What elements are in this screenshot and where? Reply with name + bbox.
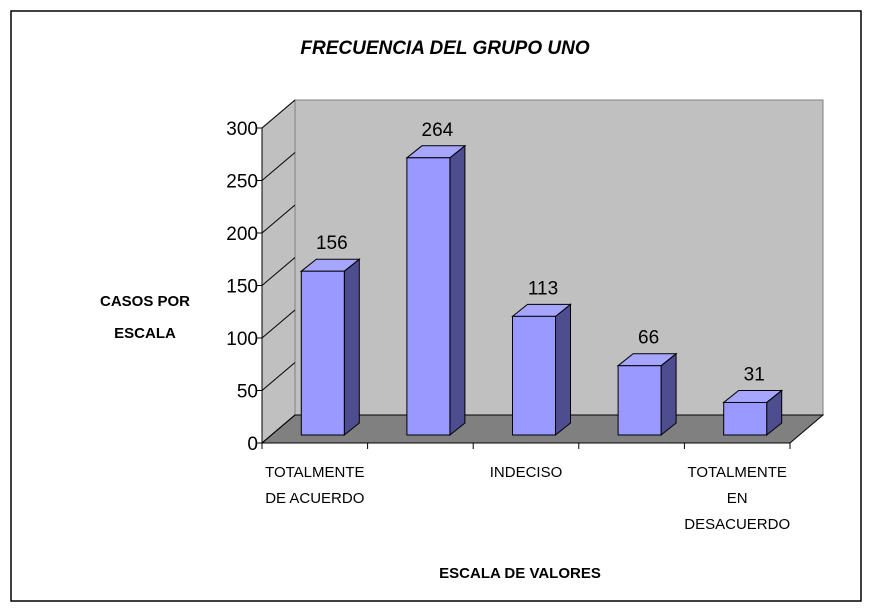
bar (405, 144, 467, 437)
value-label: 113 (528, 278, 558, 299)
bar (616, 352, 678, 437)
bar (722, 389, 784, 437)
bar-side (449, 144, 466, 437)
y-tick-depth (261, 257, 296, 286)
x-tick-label: INDECISO (490, 464, 563, 481)
y-tick-depth (261, 309, 296, 339)
bar (299, 258, 361, 437)
value-label: 66 (638, 328, 659, 349)
bar-side (660, 352, 677, 437)
y-tick-label: 200 (226, 224, 258, 245)
y-tick-depth (261, 99, 296, 129)
y-tick-depth (261, 152, 296, 181)
value-label: 31 (744, 364, 765, 385)
x-axis-title: ESCALA DE VALORES (439, 565, 601, 582)
y-tick-depth (261, 204, 296, 234)
bar-front (723, 401, 768, 436)
y-tick-label: 150 (226, 277, 258, 298)
value-label: 156 (316, 233, 348, 254)
bar-front (617, 365, 662, 436)
y-tick-label: 250 (226, 172, 258, 193)
bar-side (343, 258, 360, 437)
value-label: 264 (422, 120, 454, 141)
y-axis-title: CASOS POR ESCALA (100, 293, 190, 342)
y-tick-label: 50 (237, 382, 258, 403)
y-tick-label: 0 (247, 434, 258, 455)
bar-side (555, 303, 571, 437)
y-tick-label: 100 (226, 329, 258, 350)
bar (511, 303, 572, 437)
bar-front (300, 270, 345, 436)
x-tick-label: TOTALMENTE EN DESACUERDO (684, 464, 790, 533)
y-tick-depth (261, 362, 296, 391)
y-tick-depth (261, 414, 296, 444)
bar-front (406, 157, 451, 436)
x-tick-label: TOTALMENTE DE ACUERDO (265, 464, 364, 507)
bar-front (512, 315, 556, 436)
chart-title: FRECUENCIA DEL GRUPO UNO (300, 38, 589, 59)
y-tick-label: 300 (226, 119, 258, 140)
